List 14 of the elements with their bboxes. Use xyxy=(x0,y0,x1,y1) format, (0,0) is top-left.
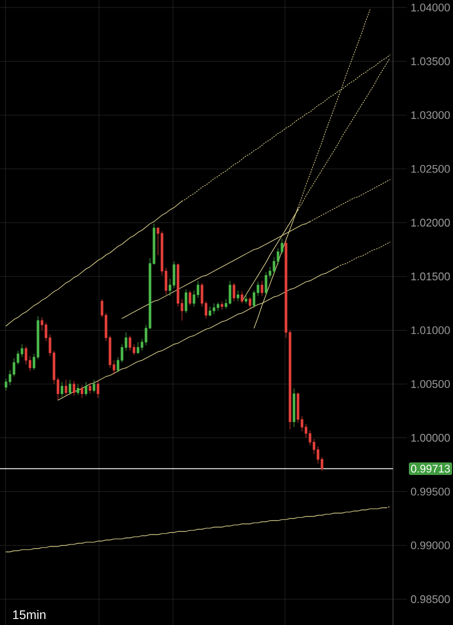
ref-line-label: 0.99713 xyxy=(411,464,450,473)
y-tick-label: 1.04000 xyxy=(411,4,450,12)
y-tick-label: 1.02500 xyxy=(411,164,450,173)
y-tick-label: 0.99500 xyxy=(410,488,450,496)
y-tick-label: 1.03000 xyxy=(411,111,450,119)
y-tick-label: 0.99000 xyxy=(410,541,450,550)
y-tick-label: 1.01500 xyxy=(411,272,450,280)
y-tick-label: 1.00000 xyxy=(411,434,450,442)
y-tick-label: 0.98500 xyxy=(410,595,450,604)
y-tick-label: 1.01000 xyxy=(411,326,450,334)
y-tick-label: 1.03500 xyxy=(411,57,450,66)
y-tick-label: 1.02000 xyxy=(411,218,450,227)
y-tick-label: 1.00500 xyxy=(411,380,450,388)
annotation: 15min xyxy=(13,610,46,620)
